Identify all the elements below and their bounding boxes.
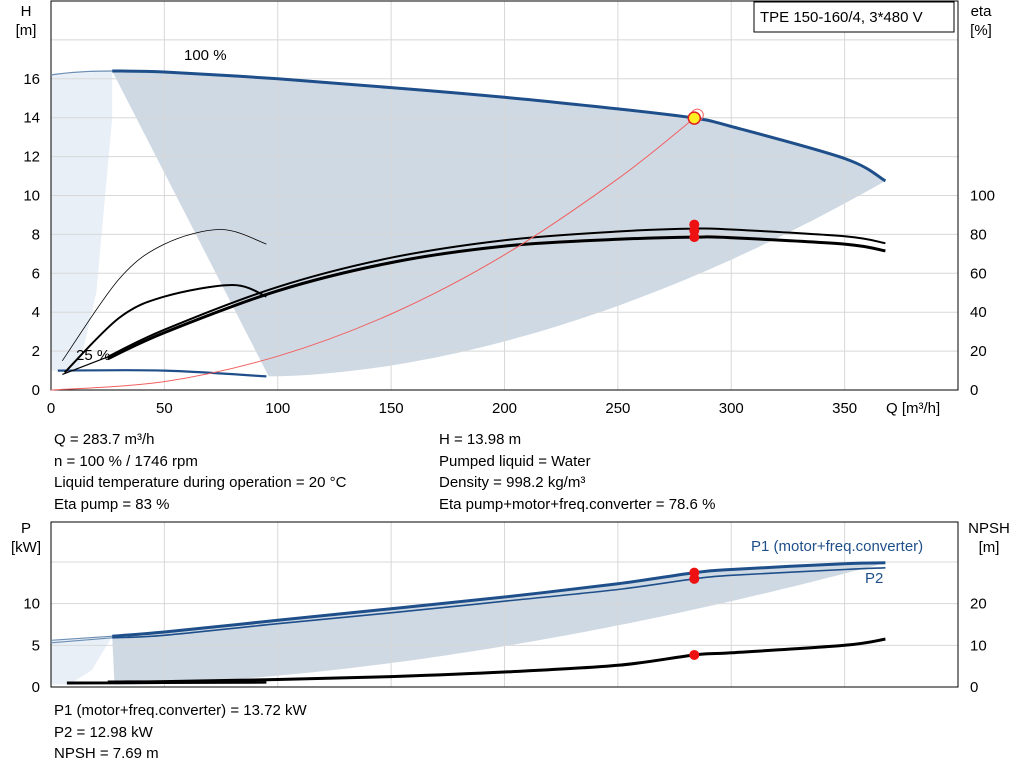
top-ylabel-right-2: [%] [970,22,992,39]
power-tick-label: 0 [32,679,40,696]
power-npsh-plot: 0 5 10 0 10 20 [23,521,987,696]
y-tick-label-right: 60 [970,265,987,282]
head-curve-low-flow [50,70,113,76]
eta-curve-low-flow [62,356,108,375]
power-envelope [112,562,886,685]
x-axis-label: Q [m³/h] [886,400,940,417]
p1-curve-low-flow [50,635,113,641]
x-tick-label: 150 [379,400,404,417]
x-tick-label: 50 [156,400,173,417]
liquid-temperature: Liquid temperature during operation = 20… [54,474,347,491]
chart-title: TPE 150-160/4, 3*480 V [760,9,923,26]
y-tick-label-left: 16 [23,71,40,88]
p2-curve [112,567,886,639]
operating-info-left: Q = 283.7 m³/h n = 100 % / 1746 rpm Liqu… [54,429,346,515]
eta-pump-curve [107,227,886,358]
npsh-tick-label: 0 [970,679,978,696]
top-ylabel-left-1: H [21,3,32,20]
npsh-value: NPSH = 7.69 m [54,745,159,762]
p2-value: P2 = 12.98 kW [54,723,153,741]
x-tick-label: 300 [719,400,744,417]
x-tick-label: 200 [492,400,517,417]
eta-total-curve [107,235,886,361]
p1-curve [112,561,886,638]
x-tick-label: 0 [47,400,55,417]
operating-envelope [112,71,886,377]
bottom-ylabel-left-1: P [21,520,31,537]
head-curve-max [112,69,887,183]
chart-title-box [753,1,955,33]
p2-curve-low-flow [50,637,113,644]
y-tick-label-right: 100 [970,188,995,205]
bottom-ylabel-right-2: [m] [979,539,1000,556]
head-value: H = 13.98 m [439,431,522,448]
eta-pump-value: Eta pump = 83 % [54,495,170,513]
y-tick-label-left: 0 [32,382,40,399]
system-curve [50,117,695,391]
y-tick-label-left: 14 [23,110,40,127]
power-low-flow-region [51,636,113,685]
head-efficiency-plot: 0 50 100 150 200 250 300 350 0 2 4 6 8 10 12 14 16 0 20 40 6… [23,0,995,417]
y-tick-label-left: 12 [23,149,40,166]
x-tick-label: 250 [605,400,630,417]
eta-total-value: Eta pump+motor+freq.converter = 78.6 % [439,495,716,513]
x-tick-label: 350 [832,400,857,417]
npsh-tick-label: 20 [970,596,987,613]
power-min-curve [66,681,267,685]
p2-marker [689,573,700,584]
top-ylabel-left-2: [m] [16,22,37,39]
x-tick-label: 100 [265,400,290,417]
power-tick-label: 5 [32,637,40,654]
p1-value: P1 (motor+freq.converter) = 13.72 kW [54,702,307,719]
y-tick-label-left: 6 [32,265,40,282]
curve-label-25: 25 % [76,347,110,364]
top-plot-frame [50,0,959,391]
y-tick-label-left: 4 [32,304,40,321]
y-tick-label-right: 0 [970,382,978,399]
top-ylabel-right-1: eta [971,3,993,20]
speed-value: n = 100 % / 1746 rpm [54,452,198,470]
series-label-p2: P2 [865,570,883,587]
series-label-p1: P1 (motor+freq.converter) [751,538,923,555]
y-tick-label-left: 10 [23,188,40,205]
curve-label-100: 100 % [184,47,227,64]
y-tick-label-left: 8 [32,226,40,243]
operating-point-marker [687,111,702,125]
head-curve-min [57,369,267,378]
power-tick-label: 10 [23,596,40,613]
bottom-ylabel-right-1: NPSH [968,520,1010,537]
density-value: Density = 998.2 kg/m³ [439,474,586,491]
eta-total-curve-reduced [63,283,267,374]
npsh-curve [107,637,886,684]
eta-total-marker [689,232,700,243]
flow-value: Q = 283.7 m³/h [54,431,155,448]
y-tick-label-right: 20 [970,343,987,360]
y-tick-label-right: 40 [970,304,987,321]
bottom-ylabel-left-2: [kW] [11,539,41,556]
eta-pump-curve-reduced [61,229,267,362]
low-flow-region [51,71,113,371]
pumped-liquid: Pumped liquid = Water [439,452,591,470]
npsh-marker [689,649,700,660]
y-tick-label-right: 80 [970,226,987,243]
bottom-plot-frame [50,521,959,688]
operating-info-right: H = 13.98 m Pumped liquid = Water Densit… [439,429,715,515]
y-tick-label-left: 2 [32,343,40,360]
power-info: P1 (motor+freq.converter) = 13.72 kW P2 … [54,700,307,765]
npsh-tick-label: 10 [970,637,987,654]
